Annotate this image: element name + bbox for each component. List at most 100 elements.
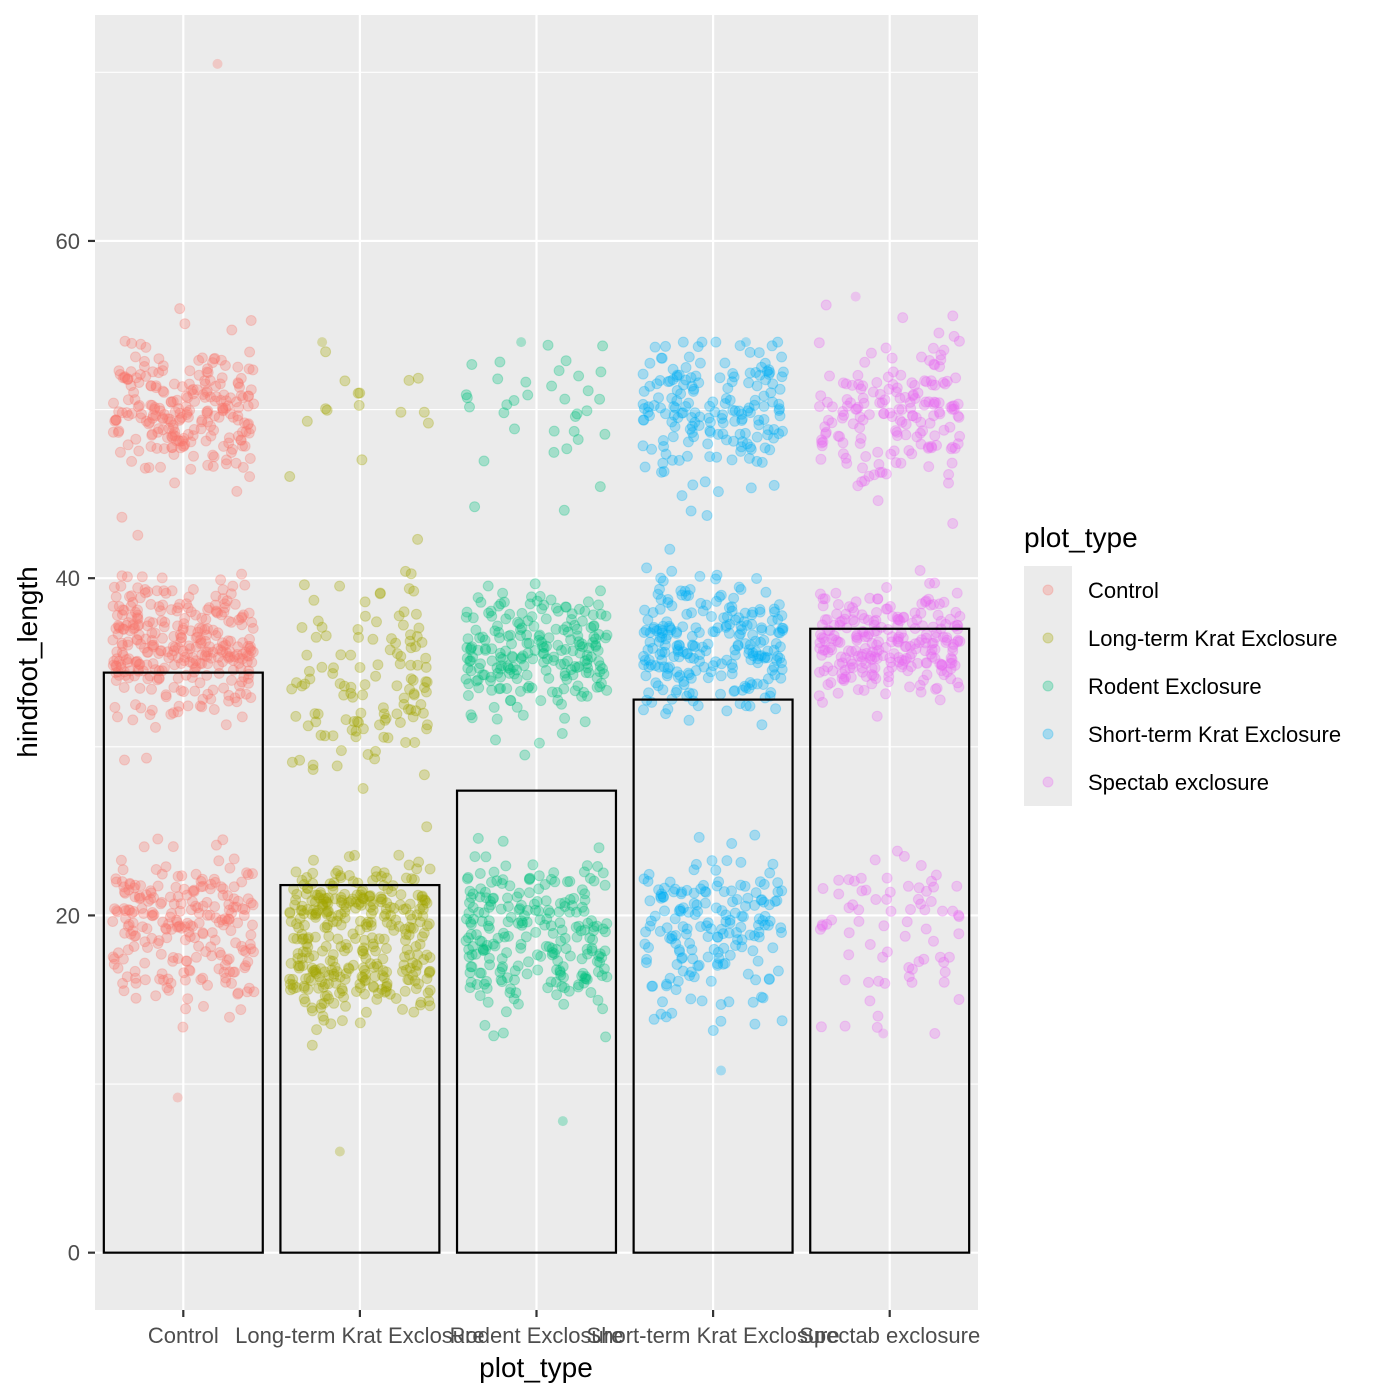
data-point bbox=[699, 476, 711, 488]
data-point bbox=[591, 920, 603, 932]
data-point bbox=[357, 723, 369, 735]
data-point bbox=[686, 380, 698, 392]
data-point bbox=[213, 916, 225, 928]
data-point bbox=[738, 616, 750, 628]
data-point bbox=[329, 893, 341, 905]
data-point bbox=[172, 953, 184, 964]
data-point bbox=[492, 373, 504, 385]
data-point bbox=[587, 637, 599, 648]
data-point bbox=[558, 504, 570, 516]
data-point bbox=[555, 658, 567, 670]
data-point bbox=[133, 629, 145, 641]
data-point bbox=[731, 894, 743, 905]
data-point bbox=[759, 442, 771, 454]
data-point bbox=[944, 421, 956, 433]
data-point bbox=[404, 909, 416, 921]
data-point bbox=[872, 446, 884, 458]
data-point bbox=[194, 700, 206, 712]
data-point bbox=[707, 626, 719, 638]
data-point bbox=[597, 923, 609, 935]
data-point bbox=[374, 719, 385, 731]
data-point bbox=[151, 674, 163, 686]
data-point bbox=[168, 378, 180, 390]
data-point bbox=[180, 955, 192, 967]
data-point bbox=[768, 432, 780, 444]
data-point bbox=[573, 979, 585, 991]
data-point bbox=[360, 918, 372, 930]
data-point bbox=[933, 327, 945, 339]
data-point bbox=[424, 952, 436, 963]
data-point bbox=[718, 886, 730, 898]
data-point bbox=[915, 416, 927, 428]
data-point bbox=[769, 606, 781, 618]
data-point bbox=[360, 952, 372, 964]
data-point bbox=[556, 645, 567, 656]
data-point bbox=[352, 387, 364, 399]
data-point bbox=[308, 854, 319, 866]
data-point bbox=[749, 394, 761, 406]
data-point bbox=[310, 889, 322, 901]
data-point bbox=[124, 904, 136, 916]
data-point bbox=[753, 414, 765, 426]
data-point bbox=[238, 910, 250, 921]
data-point bbox=[209, 901, 221, 913]
data-point bbox=[676, 407, 688, 419]
data-point bbox=[406, 873, 418, 885]
data-point bbox=[950, 372, 962, 384]
data-point bbox=[502, 630, 514, 642]
y-tick-label: 20 bbox=[56, 903, 80, 928]
data-point bbox=[541, 913, 553, 925]
data-point bbox=[508, 395, 520, 406]
data-point bbox=[178, 618, 190, 630]
data-point bbox=[523, 873, 535, 885]
data-point bbox=[335, 941, 347, 952]
data-point bbox=[202, 658, 214, 670]
data-point bbox=[229, 966, 241, 978]
data-point bbox=[668, 886, 680, 898]
data-point bbox=[571, 623, 583, 635]
data-point bbox=[157, 413, 169, 425]
data-point bbox=[569, 619, 581, 631]
data-point bbox=[424, 863, 436, 875]
data-point bbox=[500, 860, 512, 872]
data-point bbox=[226, 674, 237, 686]
data-point bbox=[121, 971, 133, 983]
data-point bbox=[681, 923, 693, 935]
data-point bbox=[168, 630, 180, 642]
data-point bbox=[656, 466, 667, 478]
data-point bbox=[552, 605, 564, 617]
data-point bbox=[593, 842, 605, 854]
data-point bbox=[704, 425, 716, 437]
data-point bbox=[207, 357, 219, 369]
data-point bbox=[677, 621, 689, 633]
data-point bbox=[223, 695, 235, 707]
data-point bbox=[117, 639, 128, 651]
data-point bbox=[555, 969, 567, 981]
data-point bbox=[511, 664, 523, 676]
data-point bbox=[184, 656, 196, 668]
data-point bbox=[328, 971, 340, 982]
data-point bbox=[377, 970, 389, 982]
data-point bbox=[419, 682, 430, 694]
data-point bbox=[172, 602, 184, 614]
data-point bbox=[723, 627, 735, 639]
data-point bbox=[242, 640, 254, 652]
data-point bbox=[881, 893, 893, 905]
data-point bbox=[660, 340, 671, 352]
data-point bbox=[242, 390, 254, 402]
data-point bbox=[296, 680, 308, 692]
data-point bbox=[486, 610, 498, 622]
data-point bbox=[315, 729, 327, 741]
data-point bbox=[674, 670, 686, 681]
data-point bbox=[160, 923, 172, 935]
data-point bbox=[661, 980, 672, 992]
data-point bbox=[560, 601, 572, 613]
data-point bbox=[469, 501, 481, 513]
data-point bbox=[361, 921, 373, 933]
data-point bbox=[900, 418, 912, 430]
data-point bbox=[935, 354, 947, 366]
data-point bbox=[368, 941, 379, 953]
data-point bbox=[533, 634, 545, 646]
data-point bbox=[746, 609, 758, 621]
data-point bbox=[743, 402, 755, 414]
